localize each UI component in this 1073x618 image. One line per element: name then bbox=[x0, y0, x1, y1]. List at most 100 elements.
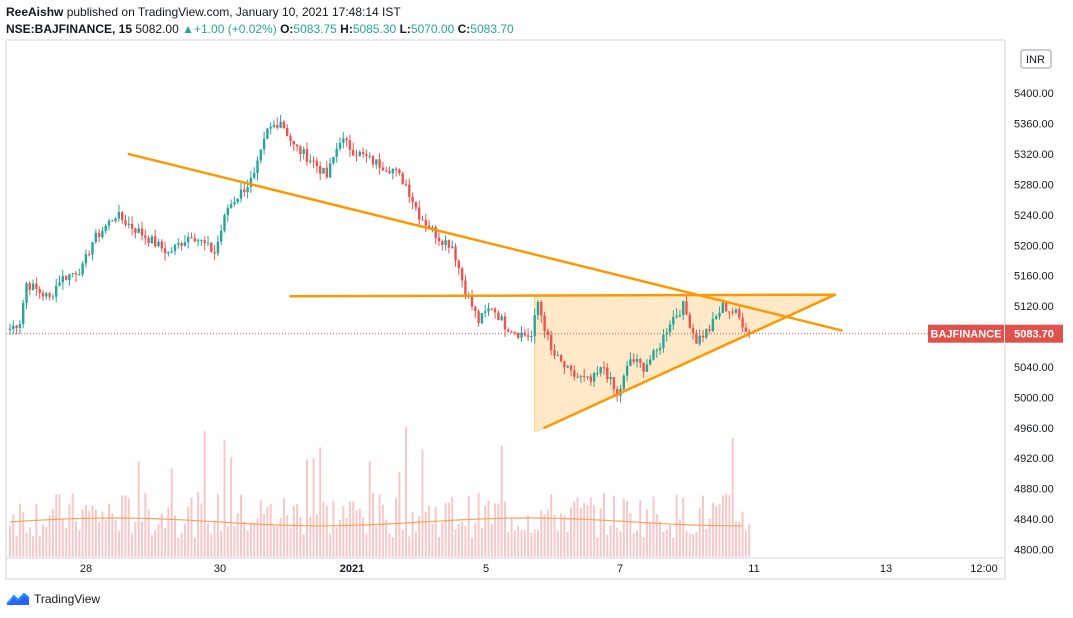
candle-body bbox=[173, 244, 177, 252]
volume-bar bbox=[385, 519, 388, 557]
volume-bar bbox=[98, 522, 101, 557]
candle-body bbox=[500, 316, 503, 321]
volume-bar bbox=[282, 498, 285, 557]
candle-body bbox=[127, 223, 130, 225]
volume-bar bbox=[345, 518, 348, 557]
volume-bar bbox=[190, 497, 193, 557]
candle-body bbox=[319, 166, 322, 174]
volume-bar bbox=[636, 530, 638, 557]
volume-bar bbox=[603, 492, 605, 557]
publish-text: published on TradingView.com, January 10… bbox=[66, 5, 401, 19]
volume-bar bbox=[368, 461, 371, 557]
volume-bar bbox=[434, 507, 437, 557]
volume-bar bbox=[715, 505, 718, 557]
x-tick-label: 13 bbox=[880, 563, 892, 575]
candle-body bbox=[338, 142, 342, 149]
volume-bar bbox=[487, 500, 490, 557]
candle-body bbox=[490, 308, 493, 310]
volume-bar bbox=[177, 537, 180, 557]
candle-body bbox=[741, 317, 744, 328]
candle-body bbox=[401, 173, 404, 185]
volume-bar bbox=[705, 529, 708, 557]
volume-bar bbox=[61, 518, 64, 557]
candle-body bbox=[480, 312, 484, 324]
last-price: 5082.00 bbox=[135, 22, 179, 36]
y-tick-label: 4840.00 bbox=[1014, 514, 1054, 526]
candle-body bbox=[361, 151, 365, 154]
volume-bar bbox=[748, 523, 751, 557]
candle-body bbox=[708, 329, 711, 331]
candle-body bbox=[642, 362, 645, 372]
y-tick-label: 4960.00 bbox=[1014, 423, 1054, 435]
volume-bar bbox=[111, 513, 114, 557]
y-tick-label: 5240.00 bbox=[1014, 210, 1054, 222]
horizontal-resistance[interactable] bbox=[289, 293, 837, 298]
candle-body bbox=[510, 331, 513, 333]
candle-body bbox=[635, 359, 639, 362]
upper-trendline[interactable] bbox=[127, 152, 843, 332]
volume-bar bbox=[193, 537, 196, 557]
candle-body bbox=[487, 308, 490, 312]
candle-body bbox=[229, 204, 233, 208]
volume-bar bbox=[362, 517, 365, 557]
volume-bar bbox=[240, 494, 242, 557]
candle-body bbox=[292, 140, 295, 145]
volume-bar bbox=[312, 457, 315, 557]
volume-bar bbox=[438, 536, 440, 557]
symbol-name[interactable]: NSE:BAJFINANCE, 15 bbox=[6, 22, 133, 36]
volume-bar bbox=[164, 527, 167, 557]
y-tick-label: 5040.00 bbox=[1014, 362, 1054, 374]
candle-body bbox=[550, 335, 553, 350]
volume-bar bbox=[401, 529, 404, 557]
y-tick-label: 5000.00 bbox=[1014, 392, 1054, 404]
candle-body bbox=[404, 184, 408, 186]
candle-body bbox=[701, 335, 705, 338]
y-tick-label: 4920.00 bbox=[1014, 453, 1054, 465]
candle-body bbox=[543, 315, 546, 332]
candle-body bbox=[616, 389, 619, 396]
candle-body bbox=[662, 334, 665, 348]
candle-body bbox=[358, 151, 361, 156]
volume-bar bbox=[550, 494, 553, 557]
volume-bar bbox=[127, 498, 130, 557]
volume-bar bbox=[233, 525, 236, 557]
volume-bar bbox=[553, 514, 556, 557]
candle-body bbox=[352, 149, 355, 156]
volume-bar bbox=[276, 525, 279, 557]
volume-bar bbox=[391, 536, 394, 557]
candle-body bbox=[226, 207, 229, 216]
brand-footer[interactable]: TradingView bbox=[6, 592, 100, 606]
currency-badge[interactable] bbox=[1020, 49, 1052, 69]
volume-bar bbox=[75, 521, 77, 557]
volume-bar bbox=[236, 513, 239, 557]
volume-bar bbox=[672, 537, 675, 557]
candle-body bbox=[484, 311, 487, 313]
candle-body bbox=[269, 126, 272, 129]
lower-trendline[interactable] bbox=[543, 293, 837, 429]
volume-bar bbox=[253, 522, 256, 557]
candle-body bbox=[45, 293, 48, 297]
candle-body bbox=[322, 167, 325, 174]
candle-body bbox=[645, 364, 649, 372]
candle-body bbox=[193, 238, 196, 242]
candle-body bbox=[177, 243, 180, 245]
candle-body bbox=[81, 263, 84, 275]
volume-bar bbox=[471, 537, 473, 557]
y-tick-label: 4880.00 bbox=[1014, 484, 1054, 496]
candle-body bbox=[691, 328, 695, 333]
candle-body bbox=[385, 170, 388, 172]
publisher-name[interactable]: ReeAishw bbox=[6, 5, 64, 19]
volume-bar bbox=[530, 532, 533, 557]
volume-bar bbox=[612, 495, 615, 557]
volume-bar bbox=[731, 438, 734, 557]
candle-body bbox=[104, 225, 107, 231]
volume-bar bbox=[55, 494, 58, 557]
candle-body bbox=[734, 309, 738, 313]
volume-bar bbox=[744, 530, 747, 557]
candle-body bbox=[210, 242, 213, 253]
candle-body bbox=[266, 128, 269, 139]
volume-bar bbox=[134, 521, 137, 557]
candle-body bbox=[573, 370, 576, 377]
candle-body bbox=[457, 260, 460, 269]
